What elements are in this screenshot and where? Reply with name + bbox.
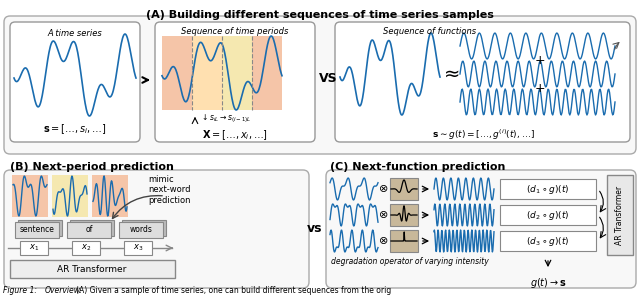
Text: $g(t) \rightarrow \mathbf{s}$: $g(t) \rightarrow \mathbf{s}$	[529, 276, 566, 290]
Bar	[222, 36, 252, 110]
Text: $(d_3 \circ g)(t)$: $(d_3 \circ g)(t)$	[526, 234, 570, 248]
FancyBboxPatch shape	[155, 22, 315, 142]
Text: (C) Next-function prediction: (C) Next-function prediction	[330, 162, 506, 172]
Text: Overview.: Overview.	[45, 286, 83, 295]
Bar	[390, 178, 418, 200]
Bar	[192, 36, 222, 110]
Bar	[122, 220, 166, 236]
Bar	[252, 36, 282, 110]
Bar	[70, 220, 114, 236]
Text: VS: VS	[319, 72, 337, 85]
Bar	[10, 260, 175, 278]
Text: degradation operator of varying intensity: degradation operator of varying intensit…	[331, 258, 489, 266]
Text: $\mathbf{X} = [\ldots, x_i, \ldots]$: $\mathbf{X} = [\ldots, x_i, \ldots]$	[202, 128, 268, 142]
Text: sentence: sentence	[20, 226, 54, 234]
Text: $\mathbf{s} = [\ldots, s_i, \ldots]$: $\mathbf{s} = [\ldots, s_i, \ldots]$	[44, 122, 107, 136]
FancyBboxPatch shape	[4, 170, 309, 288]
Bar	[92, 175, 128, 217]
Bar	[500, 205, 596, 225]
Text: $x_2$: $x_2$	[81, 243, 91, 253]
Bar	[500, 179, 596, 199]
Bar	[12, 175, 48, 217]
Text: words: words	[129, 226, 152, 234]
Bar	[67, 222, 111, 238]
Text: $(d_2 \circ g)(t)$: $(d_2 \circ g)(t)$	[526, 208, 570, 221]
Text: +: +	[534, 82, 545, 95]
Bar	[20, 241, 48, 255]
Text: +: +	[534, 54, 545, 68]
Bar	[124, 241, 152, 255]
Bar	[15, 222, 59, 238]
Bar	[162, 36, 192, 110]
FancyBboxPatch shape	[335, 22, 630, 142]
Text: AR Transformer: AR Transformer	[58, 265, 127, 274]
Text: (A) Building different sequences of time series samples: (A) Building different sequences of time…	[146, 10, 494, 20]
Bar	[390, 204, 418, 226]
Text: AR Transformer: AR Transformer	[616, 185, 625, 245]
FancyBboxPatch shape	[4, 16, 636, 154]
Text: $(d_1 \circ g)(t)$: $(d_1 \circ g)(t)$	[526, 182, 570, 195]
Bar	[119, 222, 163, 238]
Text: Figure 1:: Figure 1:	[3, 286, 37, 295]
Bar	[18, 220, 62, 236]
Text: $\approx$: $\approx$	[440, 63, 460, 82]
Bar	[607, 175, 633, 255]
Text: (B) Next-period prediction: (B) Next-period prediction	[10, 162, 174, 172]
Text: $\mathbf{s} \sim g(t) = [\ldots, g^{(i)}(t), \ldots]$: $\mathbf{s} \sim g(t) = [\ldots, g^{(i)}…	[431, 128, 534, 143]
Text: vs: vs	[307, 221, 323, 234]
Text: $x_3$: $x_3$	[132, 243, 143, 253]
Bar	[390, 230, 418, 252]
Bar	[72, 241, 100, 255]
Text: Sequence of functions: Sequence of functions	[383, 27, 477, 36]
FancyBboxPatch shape	[326, 170, 636, 288]
Text: $\downarrow s_{iL} \rightarrow s_{(i-1)L}$: $\downarrow s_{iL} \rightarrow s_{(i-1)L…	[200, 113, 252, 125]
Text: of: of	[85, 226, 93, 234]
Text: (A) Given a sample of time series, one can build different sequences from the or: (A) Given a sample of time series, one c…	[76, 286, 391, 295]
Text: Sequence of time periods: Sequence of time periods	[181, 27, 289, 36]
Text: $\otimes$: $\otimes$	[378, 236, 388, 246]
Text: mimic
next-word
prediction: mimic next-word prediction	[148, 175, 191, 205]
Text: A time series: A time series	[47, 29, 102, 38]
Bar	[500, 231, 596, 251]
Bar	[52, 175, 88, 217]
Text: $\otimes$: $\otimes$	[378, 184, 388, 194]
Text: $x_1$: $x_1$	[29, 243, 39, 253]
FancyBboxPatch shape	[10, 22, 140, 142]
Text: $\otimes$: $\otimes$	[378, 210, 388, 220]
